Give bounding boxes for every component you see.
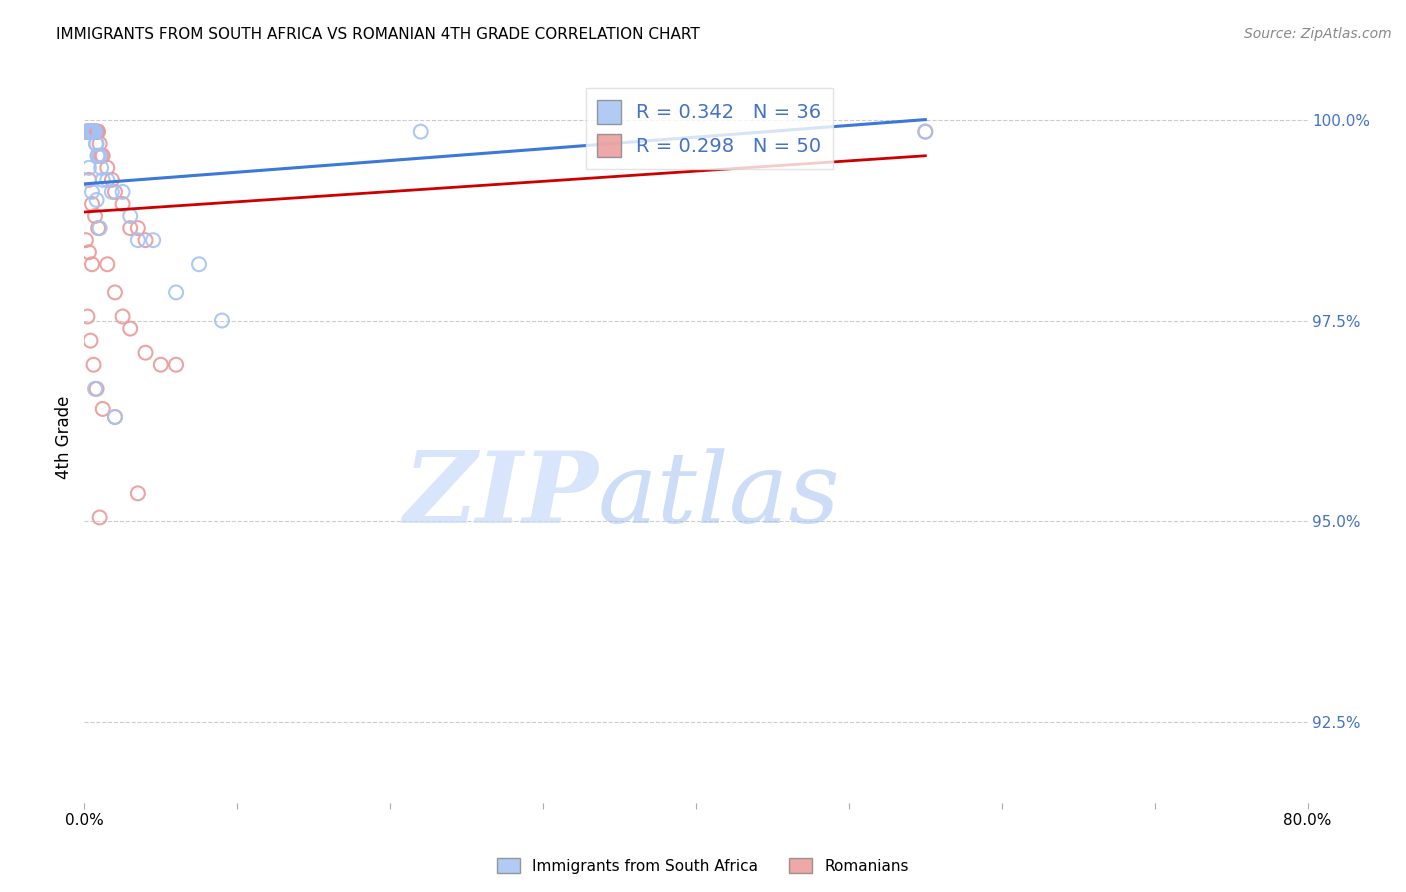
Point xyxy=(86,125,108,139)
Point xyxy=(77,161,100,175)
Point xyxy=(76,310,98,324)
Point xyxy=(77,125,100,139)
Legend: R = 0.342   N = 36, R = 0.298   N = 50: R = 0.342 N = 36, R = 0.298 N = 50 xyxy=(586,88,832,169)
Point xyxy=(127,486,149,500)
Point xyxy=(80,197,103,211)
Text: atlas: atlas xyxy=(598,448,841,543)
Point xyxy=(104,409,127,424)
Point xyxy=(87,149,110,163)
Point xyxy=(77,125,100,139)
Point xyxy=(104,285,127,300)
Point xyxy=(135,345,157,359)
Point xyxy=(86,149,108,163)
Point xyxy=(82,125,104,139)
Point xyxy=(80,125,103,139)
Point xyxy=(79,125,101,139)
Point xyxy=(135,233,157,247)
Point xyxy=(91,173,114,187)
Point xyxy=(89,221,111,235)
Point xyxy=(84,125,107,139)
Point xyxy=(96,161,118,175)
Text: IMMIGRANTS FROM SOUTH AFRICA VS ROMANIAN 4TH GRADE CORRELATION CHART: IMMIGRANTS FROM SOUTH AFRICA VS ROMANIAN… xyxy=(56,27,700,42)
Point xyxy=(80,257,103,271)
Point xyxy=(84,382,107,396)
Point xyxy=(76,125,98,139)
Point xyxy=(83,125,105,139)
Point xyxy=(75,125,97,139)
Point xyxy=(188,257,211,271)
Point xyxy=(79,125,101,139)
Point xyxy=(79,334,101,348)
Point xyxy=(914,125,936,139)
Point xyxy=(86,193,108,207)
Point xyxy=(83,125,105,139)
Point xyxy=(87,125,110,139)
Point xyxy=(96,257,118,271)
Point xyxy=(80,125,103,139)
Point xyxy=(77,173,100,187)
Point xyxy=(101,173,124,187)
Point xyxy=(83,358,105,372)
Point xyxy=(89,136,111,151)
Point xyxy=(127,233,149,247)
Point xyxy=(84,125,107,139)
Point xyxy=(79,125,101,139)
Legend: Immigrants from South Africa, Romanians: Immigrants from South Africa, Romanians xyxy=(491,852,915,880)
Point xyxy=(77,125,100,139)
Text: Source: ZipAtlas.com: Source: ZipAtlas.com xyxy=(1244,27,1392,41)
Point xyxy=(89,149,111,163)
Point xyxy=(91,401,114,416)
Point xyxy=(86,136,108,151)
Point xyxy=(87,221,110,235)
Point xyxy=(77,245,100,260)
Point xyxy=(165,358,187,372)
Point xyxy=(120,321,142,335)
Point xyxy=(409,125,432,139)
Point xyxy=(120,209,142,223)
Point xyxy=(149,358,172,372)
Point xyxy=(111,197,134,211)
Point xyxy=(79,125,101,139)
Point xyxy=(120,221,142,235)
Point xyxy=(86,382,108,396)
Point xyxy=(84,125,107,139)
Point xyxy=(83,125,105,139)
Y-axis label: 4th Grade: 4th Grade xyxy=(55,395,73,479)
Point xyxy=(84,136,107,151)
Point xyxy=(84,209,107,223)
Point xyxy=(211,313,233,327)
Point xyxy=(86,125,108,139)
Point xyxy=(89,510,111,524)
Point xyxy=(111,310,134,324)
Point xyxy=(76,125,98,139)
Point xyxy=(83,125,105,139)
Point xyxy=(104,409,127,424)
Point xyxy=(76,125,98,139)
Point xyxy=(96,173,118,187)
Point xyxy=(82,125,104,139)
Point xyxy=(90,149,112,163)
Point xyxy=(914,125,936,139)
Point xyxy=(101,185,124,199)
Point xyxy=(111,185,134,199)
Point xyxy=(165,285,187,300)
Text: ZIP: ZIP xyxy=(404,448,598,544)
Point xyxy=(91,149,114,163)
Point xyxy=(127,221,149,235)
Point xyxy=(80,125,103,139)
Point xyxy=(80,185,103,199)
Point xyxy=(75,125,97,139)
Point xyxy=(77,125,100,139)
Point xyxy=(104,185,127,199)
Point xyxy=(90,161,112,175)
Point xyxy=(75,233,97,247)
Point xyxy=(80,125,103,139)
Point xyxy=(142,233,165,247)
